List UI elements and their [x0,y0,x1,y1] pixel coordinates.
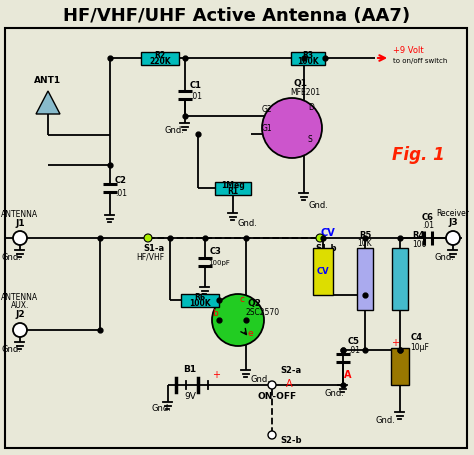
Text: Gnd.: Gnd. [376,416,396,425]
Text: J3: J3 [448,218,458,227]
Text: Q2: Q2 [248,299,262,308]
Text: 220K: 220K [149,57,171,66]
Text: R3: R3 [302,51,314,60]
Text: J1: J1 [15,219,25,228]
Text: S1-b: S1-b [315,244,337,253]
Text: .01: .01 [190,92,202,101]
Text: Receiver: Receiver [437,209,470,218]
Bar [181,293,219,307]
Text: 10K: 10K [358,239,372,248]
Text: R2: R2 [155,51,165,60]
Text: +: + [391,338,399,348]
Text: 100: 100 [412,240,427,249]
Text: ANTENNA: ANTENNA [1,293,38,302]
Text: CV: CV [317,267,329,276]
Text: C2: C2 [115,176,127,185]
Text: Gnd.: Gnd. [152,404,172,413]
Text: R1: R1 [228,187,238,197]
Text: Gnd.: Gnd. [325,389,345,398]
Text: .01: .01 [422,221,434,230]
Bar [357,248,373,310]
Text: Q1: Q1 [294,79,308,88]
Bar [215,182,251,194]
Text: R6: R6 [194,293,206,302]
Text: ANT1: ANT1 [35,76,62,85]
Text: 100K: 100K [189,299,211,308]
Text: J2: J2 [15,310,25,319]
Text: CV: CV [321,228,336,238]
Circle shape [212,294,264,346]
Text: e: e [248,329,254,338]
Text: B1: B1 [183,365,197,374]
Text: S: S [308,135,313,144]
Text: D: D [308,103,314,112]
Circle shape [316,234,324,242]
Text: Fig. 1: Fig. 1 [392,146,445,164]
Bar [392,248,408,310]
Text: A: A [344,370,352,380]
Text: .01: .01 [115,189,127,198]
Text: C5: C5 [348,337,360,346]
Text: Gnd.: Gnd. [435,253,455,262]
Circle shape [268,431,276,439]
Text: G1: G1 [262,124,273,133]
Text: R5: R5 [359,231,371,240]
Text: ON-OFF: ON-OFF [258,392,297,401]
Text: HF/VHF: HF/VHF [136,252,164,261]
Text: AUX.: AUX. [11,301,29,310]
Text: Gnd.: Gnd. [165,126,185,135]
Text: A: A [286,379,292,389]
Text: C4: C4 [411,333,423,342]
Circle shape [262,98,322,158]
Text: C3: C3 [210,247,222,256]
Text: MFE201: MFE201 [290,88,320,97]
Text: +9 Volt: +9 Volt [393,46,424,55]
Text: b: b [212,309,218,318]
Text: G2: G2 [262,105,273,114]
Text: R4: R4 [412,231,424,240]
Text: Gnd.: Gnd. [238,219,258,228]
Text: 100pF: 100pF [208,260,230,266]
Bar [313,248,333,295]
Polygon shape [36,91,60,114]
Text: HF/VHF/UHF Active Antenna (AA7): HF/VHF/UHF Active Antenna (AA7) [64,7,410,25]
Text: c: c [240,295,245,304]
Text: Gnd.: Gnd. [2,345,22,354]
Text: to on/off switch: to on/off switch [393,58,447,64]
Text: S2-b: S2-b [280,436,301,445]
Text: 10μF: 10μF [410,343,429,352]
Circle shape [13,323,27,337]
Text: ANTENNA: ANTENNA [1,210,38,219]
Text: .01: .01 [348,346,360,355]
Text: C6: C6 [422,213,434,222]
Text: 2SC2570: 2SC2570 [246,308,280,317]
Bar [141,51,179,65]
Text: 9V: 9V [184,392,196,401]
Text: S2-a: S2-a [280,366,301,375]
Bar [291,51,325,65]
Circle shape [446,231,460,245]
Circle shape [144,234,152,242]
Bar [391,348,409,385]
Text: S1-a: S1-a [143,244,164,253]
Text: Gnd.: Gnd. [251,375,271,384]
Text: Gnd.: Gnd. [309,201,329,210]
Text: C1: C1 [190,81,202,90]
Circle shape [268,381,276,389]
Circle shape [13,231,27,245]
Text: Gnd.: Gnd. [2,253,22,262]
Text: 1Meg: 1Meg [221,181,245,189]
Text: +: + [212,370,220,380]
Text: 100K: 100K [297,57,319,66]
